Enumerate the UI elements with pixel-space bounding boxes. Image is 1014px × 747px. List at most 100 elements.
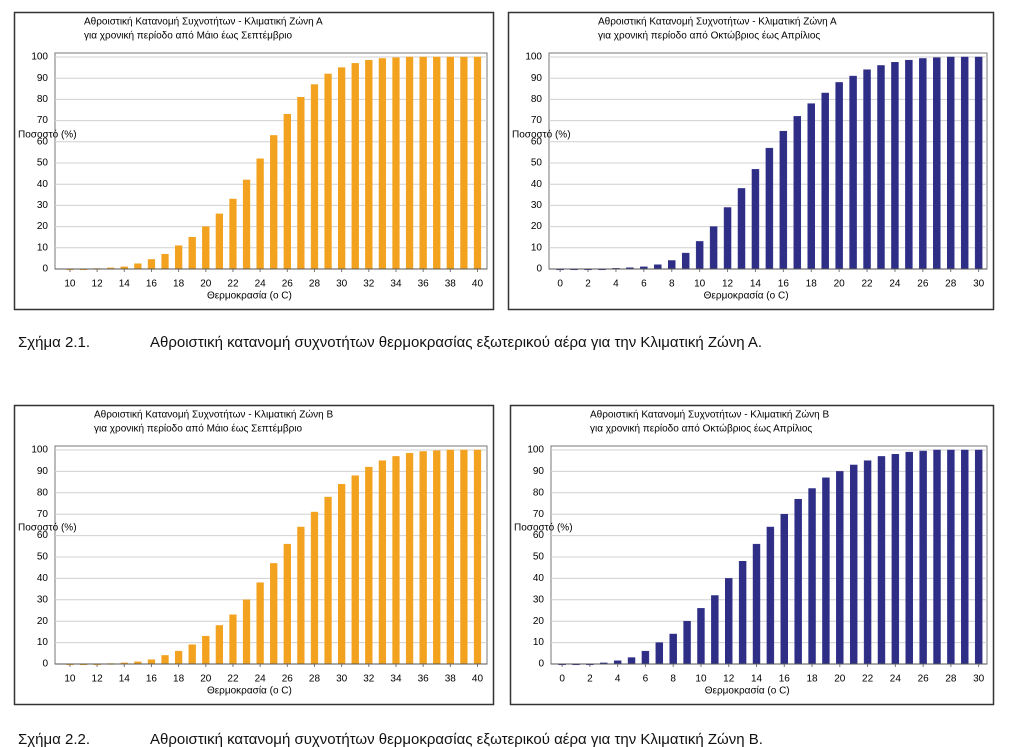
x-tick-label: 16: [146, 674, 158, 685]
x-tick-label: 24: [890, 674, 902, 685]
bar: [337, 483, 346, 665]
bar: [974, 449, 983, 665]
bar: [836, 471, 844, 665]
bar: [709, 226, 718, 270]
x-tick-label: 40: [472, 279, 484, 290]
x-tick-label: 36: [418, 674, 430, 685]
bar: [697, 608, 705, 665]
bar: [473, 449, 482, 665]
y-tick-label: 60: [37, 530, 49, 541]
bar: [751, 169, 760, 270]
bar: [863, 69, 871, 270]
bar: [324, 496, 332, 665]
bar: [188, 236, 196, 270]
x-tick-label: 12: [92, 279, 104, 290]
y-tick-label: 90: [531, 73, 543, 84]
bar: [229, 614, 237, 665]
bar: [215, 625, 224, 665]
y-axis-label: Ποσοστό (%): [18, 129, 77, 141]
x-tick-label: 12: [723, 674, 735, 685]
bar: [147, 259, 156, 270]
bar: [297, 526, 305, 665]
x-tick-label: 26: [918, 674, 930, 685]
x-tick-label: 6: [643, 674, 649, 685]
bar: [725, 578, 733, 665]
bar: [405, 56, 414, 270]
x-tick-label: 22: [227, 279, 239, 290]
bar: [654, 264, 662, 270]
chart: Αθροιστική Κατανομή Συχνοτήτων - Κλιματι…: [13, 11, 495, 311]
bar: [161, 655, 169, 665]
x-tick-label: 10: [64, 674, 76, 685]
y-tick-label: 70: [531, 115, 543, 126]
x-tick-label: 34: [390, 279, 402, 290]
y-tick-label: 0: [42, 264, 48, 275]
x-tick-label: 28: [945, 279, 957, 290]
y-tick-label: 90: [37, 73, 49, 84]
x-tick-label: 12: [722, 279, 734, 290]
y-tick-label: 10: [531, 242, 543, 253]
bar: [134, 263, 142, 270]
y-axis-label: Ποσοστό (%): [512, 129, 571, 141]
y-tick-label: 40: [533, 573, 545, 584]
bar: [766, 526, 775, 665]
bar: [849, 464, 858, 665]
y-tick-label: 30: [37, 594, 49, 605]
bar: [974, 56, 983, 270]
bar: [378, 58, 387, 270]
x-tick-label: 4: [613, 279, 619, 290]
x-tick-label: 14: [751, 674, 763, 685]
bar: [147, 659, 156, 665]
y-axis-label: Ποσοστό (%): [514, 522, 573, 534]
bar: [891, 62, 899, 270]
x-tick-label: 30: [336, 279, 348, 290]
bar: [808, 488, 816, 665]
chart-subtitle: για χρονική περίοδο από Μάιο έως Σεπτέμβ…: [84, 30, 293, 42]
x-tick-label: 30: [336, 674, 348, 685]
bar: [683, 620, 691, 665]
chart-subtitle: για χρονική περίοδο από Οκτώβριος έως Απ…: [590, 423, 812, 435]
bar: [310, 511, 319, 665]
caption-label: Σχήμα 2.2.: [18, 731, 90, 747]
bar: [270, 563, 278, 665]
x-tick-label: 6: [641, 279, 647, 290]
x-tick-label: 24: [255, 279, 267, 290]
y-tick-label: 70: [533, 509, 545, 520]
bar: [229, 198, 237, 270]
x-axis-label: Θερμοκρασία (ο C): [705, 685, 790, 697]
bar: [794, 498, 802, 665]
bar: [297, 97, 305, 270]
bar: [835, 82, 843, 270]
bar: [905, 451, 913, 665]
bar: [946, 56, 955, 270]
y-tick-label: 20: [533, 616, 545, 627]
bar: [877, 65, 885, 270]
x-tick-label: 38: [445, 279, 457, 290]
bar: [256, 582, 264, 665]
bar: [242, 599, 251, 665]
bar: [947, 449, 955, 665]
bar: [242, 179, 251, 270]
y-tick-label: 50: [533, 552, 545, 563]
bar: [337, 67, 346, 270]
y-tick-label: 60: [37, 136, 49, 147]
bar: [863, 460, 872, 665]
x-tick-label: 8: [669, 279, 675, 290]
y-tick-label: 40: [37, 179, 49, 190]
bar: [919, 58, 927, 270]
x-tick-label: 28: [309, 279, 321, 290]
x-tick-label: 26: [282, 279, 294, 290]
bar: [905, 59, 913, 270]
y-tick-label: 50: [37, 552, 49, 563]
chart-subtitle: για χρονική περίοδο από Οκτώβριος έως Απ…: [598, 30, 820, 42]
x-axis-label: Θερμοκρασία (ο C): [704, 290, 789, 302]
bar: [723, 207, 732, 270]
x-tick-label: 2: [585, 279, 591, 290]
x-tick-label: 22: [862, 674, 874, 685]
x-tick-label: 14: [119, 279, 131, 290]
bar: [668, 260, 676, 270]
y-tick-label: 20: [37, 616, 49, 627]
y-tick-label: 100: [525, 52, 542, 63]
